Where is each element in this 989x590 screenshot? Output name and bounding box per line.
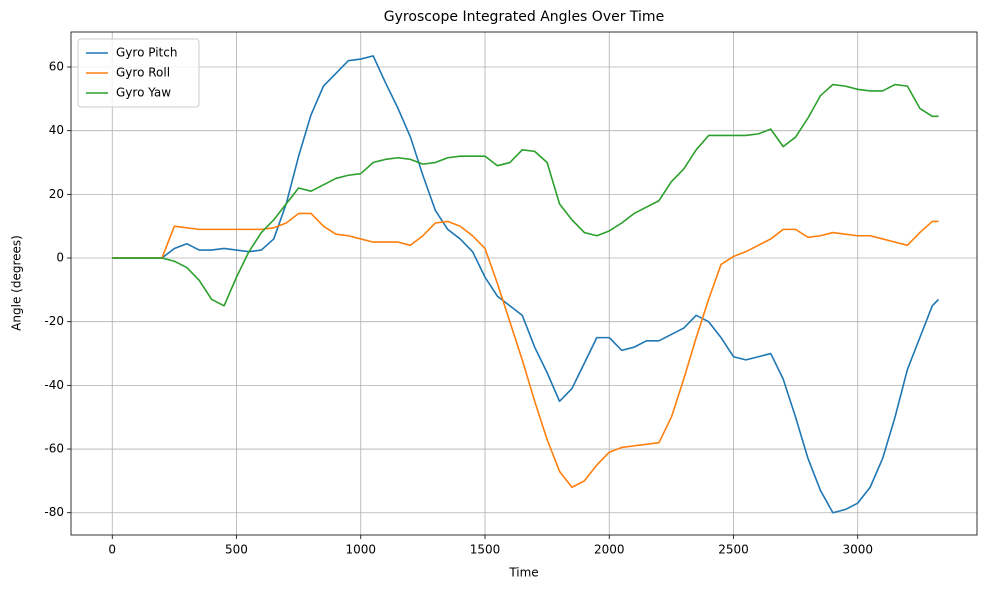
data-line (112, 83, 939, 307)
plot-frame (70, 31, 978, 536)
x-tick-label: 3000 (842, 543, 873, 557)
legend-label: Gyro Pitch (116, 46, 177, 60)
chart-title: Gyroscope Integrated Angles Over Time (384, 9, 664, 25)
x-tick-label: 500 (225, 543, 248, 557)
y-tick-label: 0 (56, 251, 64, 265)
x-tick-label: 2500 (718, 543, 749, 557)
legend-box (77, 38, 200, 108)
data-line (112, 212, 939, 489)
legend-label: Gyro Roll (116, 66, 170, 80)
x-tick-label: 2000 (594, 543, 625, 557)
y-tick-label: -60 (44, 442, 64, 456)
x-tick-label: 1500 (470, 543, 501, 557)
x-tick-label: 0 (108, 543, 116, 557)
y-tick-label: -20 (44, 314, 64, 328)
legend-label: Gyro Yaw (116, 86, 171, 100)
data-line (112, 55, 940, 514)
y-tick-label: -80 (44, 505, 64, 519)
y-tick-label: 60 (49, 60, 64, 74)
x-tick-label: 1000 (345, 543, 376, 557)
y-axis-label: Angle (degrees) (10, 235, 24, 331)
y-tick-label: -40 (44, 378, 64, 392)
x-axis-label: Time (508, 566, 538, 580)
y-tick-label: 20 (49, 187, 64, 201)
y-tick-label: 40 (49, 123, 64, 137)
